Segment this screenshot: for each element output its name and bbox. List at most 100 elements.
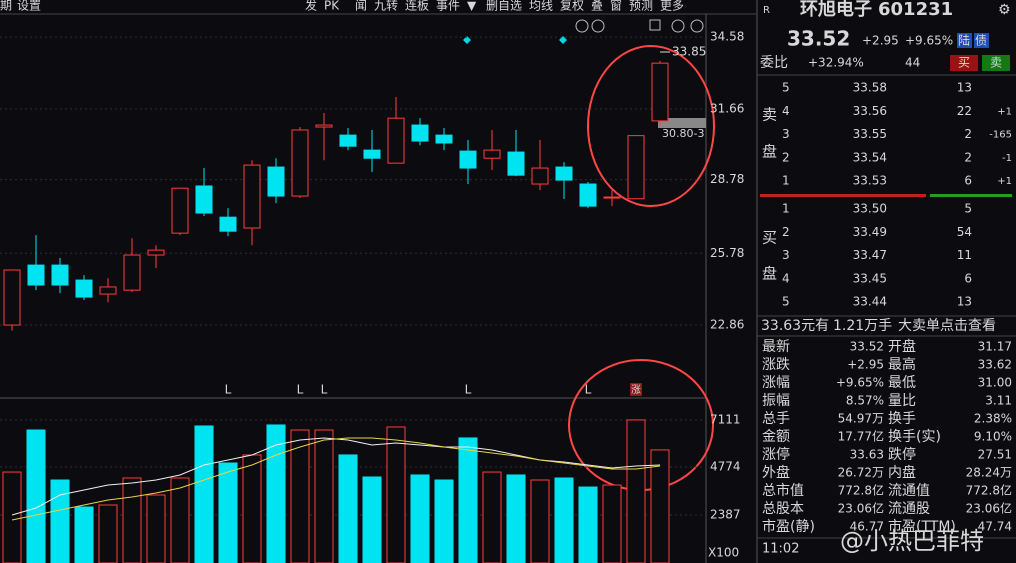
- price: 33.53: [853, 174, 887, 188]
- toolbar-item[interactable]: 发: [305, 0, 317, 13]
- stat-label: 振幅: [762, 393, 790, 409]
- stat-label: 最新: [762, 339, 790, 355]
- toolbar-item[interactable]: 闻: [355, 0, 367, 13]
- candle-body: [51, 264, 69, 286]
- volume-bar: [602, 484, 622, 563]
- toolbar-item[interactable]: 复权: [560, 0, 584, 13]
- volume-bar: [194, 425, 214, 563]
- volume-bar: [50, 479, 70, 563]
- stat-value: 26.72万: [838, 466, 884, 480]
- stat-label: 内盘: [888, 464, 916, 481]
- buy-button-bg[interactable]: [950, 55, 978, 71]
- ratio: +32.94%: [808, 56, 864, 70]
- price: 33.47: [853, 248, 887, 262]
- level: 1: [782, 202, 790, 216]
- volume-bar: [554, 477, 574, 563]
- candle-body: [579, 183, 597, 207]
- stat-label: 开盘: [888, 338, 916, 355]
- candle-body: [291, 129, 309, 197]
- stat-label: 涨跌: [762, 357, 790, 373]
- level: 4: [782, 104, 790, 118]
- badge-bg: [957, 33, 972, 48]
- candle-body: [315, 124, 333, 128]
- menu-item[interactable]: 设置: [17, 0, 41, 13]
- stat-label: 涨幅: [762, 375, 790, 391]
- volume-bar: [434, 479, 454, 563]
- volume: 22: [957, 104, 972, 118]
- volume: 6: [964, 271, 972, 285]
- stat-label: 流通值: [888, 483, 930, 499]
- stat-label: 市盈(静): [762, 518, 815, 535]
- candle-body: [171, 187, 189, 234]
- toolbar-item[interactable]: 更多: [660, 0, 684, 13]
- volume: 13: [957, 81, 972, 95]
- level: 4: [782, 271, 790, 285]
- toolbar-item[interactable]: 均线: [529, 0, 553, 13]
- toolbar-item[interactable]: 叠: [591, 0, 603, 13]
- volume-change: +1: [997, 106, 1012, 117]
- big-order: 33.63元有: [761, 318, 829, 334]
- candle-body: [531, 167, 549, 185]
- stat-value: 772.8亿: [838, 483, 884, 498]
- toolbar-item[interactable]: ▼: [467, 0, 477, 13]
- volume-bar: [362, 476, 382, 563]
- signal-markers: [463, 36, 567, 44]
- candle-body: [123, 254, 141, 291]
- stat-label: 市盈(TTM): [888, 518, 956, 535]
- toolbar-item[interactable]: 预测: [629, 0, 653, 13]
- sell-button[interactable]: 卖: [990, 56, 1002, 70]
- candle-body: [75, 279, 93, 298]
- volume-tick-label: 7111: [710, 412, 741, 426]
- candle-body: [27, 264, 45, 286]
- toolbar-item[interactable]: 事件: [436, 0, 460, 13]
- candle-body: [3, 269, 21, 326]
- settings-icon[interactable]: ⚙: [998, 2, 1011, 18]
- toolbar-item[interactable]: 连板: [405, 0, 429, 13]
- stat-value: 33.63: [850, 448, 884, 462]
- stat-label: 最高: [888, 356, 916, 373]
- price: 33.54: [853, 150, 887, 164]
- candle-body: [195, 185, 213, 214]
- volume-tick-label: 2387: [710, 507, 741, 521]
- stock-name: 环旭电子: [800, 0, 872, 20]
- change: +2.95: [862, 34, 899, 48]
- stat-label: 总股本: [762, 501, 804, 517]
- volume-bar: [386, 426, 406, 563]
- buy-button[interactable]: 买: [958, 56, 970, 70]
- price: 33.58: [853, 81, 887, 95]
- volume: 13: [957, 295, 972, 309]
- volume-bar: [650, 449, 670, 563]
- price-box: 30.80-3: [662, 127, 704, 140]
- candle-body: [363, 149, 381, 159]
- price-box-bg: [658, 118, 706, 128]
- stat-value: 17.77亿: [838, 429, 884, 444]
- stat-value: 54.97万: [838, 412, 884, 426]
- toolbar-item[interactable]: 删自选: [486, 0, 522, 13]
- ratio-label: 委比: [760, 55, 788, 71]
- stat-label: 总市值: [762, 482, 804, 499]
- stat-value: 8.57%: [846, 394, 884, 408]
- toolbar-item[interactable]: PK: [324, 0, 340, 13]
- menu-item[interactable]: 期: [0, 0, 12, 13]
- volume-bar: [290, 429, 310, 563]
- watermark: @小热巴菲特: [840, 527, 984, 555]
- volume-bar: [218, 462, 238, 563]
- stat-value: 46.77: [850, 520, 884, 534]
- stat-value: 33.62: [978, 358, 1012, 372]
- stat-value: 33.52: [850, 340, 884, 354]
- side-label: 卖: [762, 106, 777, 124]
- toolbar-item[interactable]: 九转: [374, 0, 398, 13]
- toolbar-item[interactable]: 窗: [610, 0, 622, 13]
- stat-label: 换手(实): [888, 428, 941, 445]
- candle-body: [243, 164, 261, 229]
- badge: 陆: [958, 33, 970, 48]
- stock-code: 601231: [878, 0, 953, 20]
- volume-bar: [578, 486, 598, 563]
- big-order[interactable]: 大卖单点击查看: [898, 318, 996, 334]
- candle-body: [387, 117, 405, 164]
- volume: 2: [964, 150, 972, 164]
- sell-button-bg[interactable]: [982, 55, 1010, 71]
- level: 2: [782, 225, 790, 239]
- high-annotation: 33.85: [672, 45, 706, 59]
- volume: 5: [964, 202, 972, 216]
